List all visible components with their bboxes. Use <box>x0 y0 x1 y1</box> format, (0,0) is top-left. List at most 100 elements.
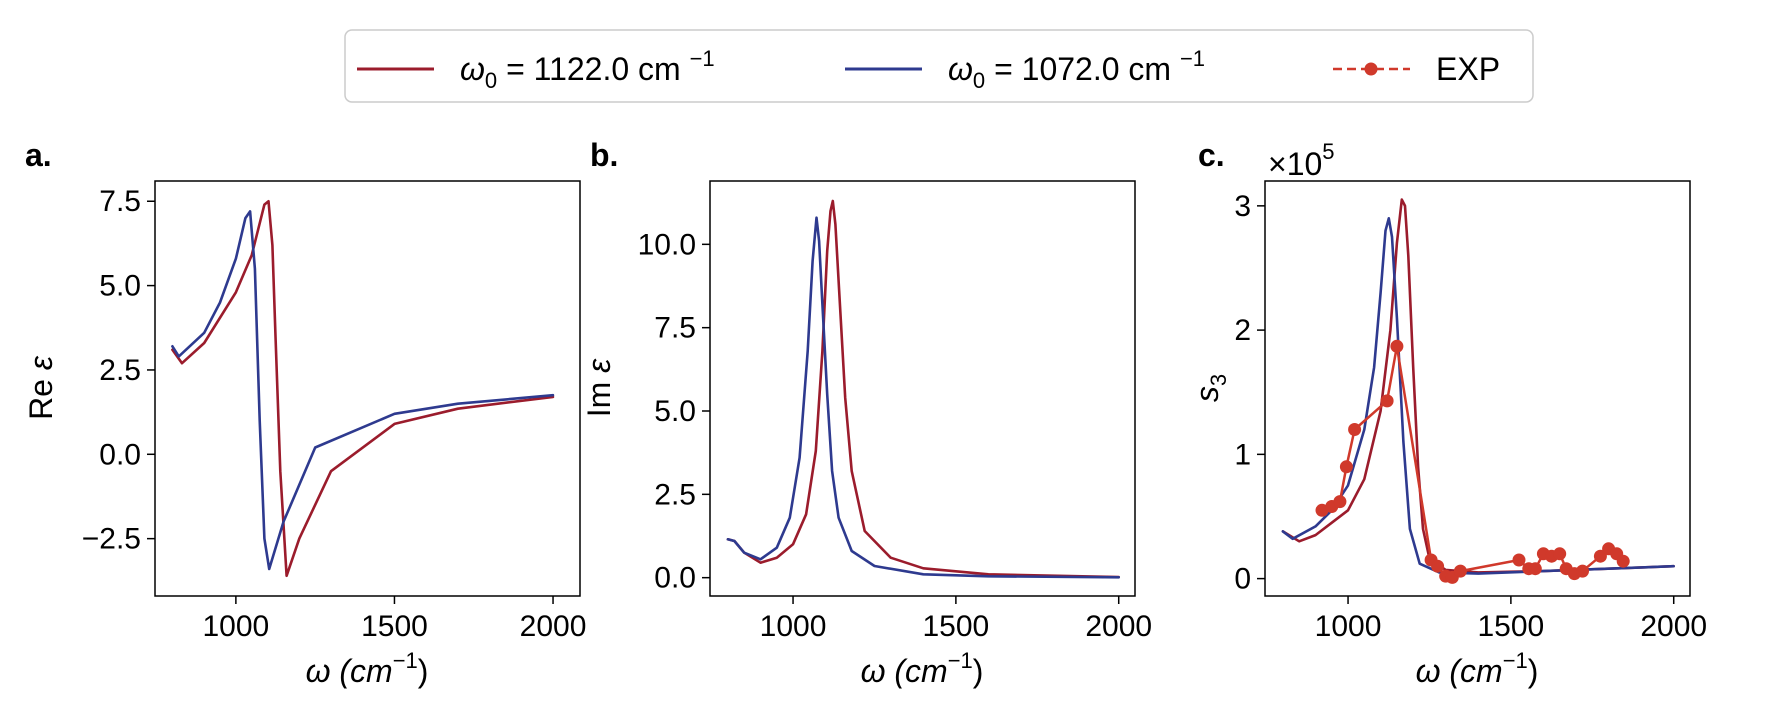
panel-a-ytick-label: −2.5 <box>82 523 141 556</box>
panel-c-offset-text: ×105 <box>1268 139 1335 182</box>
panel-a-ytick-label: 2.5 <box>99 354 141 387</box>
panel-b-ylabel: Im ε <box>581 358 617 417</box>
legend-swatch-exp-marker <box>1364 62 1378 76</box>
panel-a-lines <box>171 199 555 578</box>
panel-c-ylabel-main: s <box>1189 386 1225 402</box>
panel-c-exp-point <box>1528 562 1542 576</box>
legend-blue-sup: −1 <box>1180 46 1205 71</box>
panel-b-series-red-line <box>726 199 1120 579</box>
panel-a-yticks: 7.5 5.0 2.5 0.0 −2.5 <box>82 185 155 556</box>
panel-c-xticks: 1000 1500 2000 <box>1315 596 1707 643</box>
panel-c-xtick-label: 2000 <box>1640 610 1707 643</box>
panel-c-ytick-label: 0 <box>1234 563 1251 596</box>
panel-c-ylabel-sub: 3 <box>1206 374 1231 386</box>
panel-c-markers <box>1315 339 1630 584</box>
panel-c-exp-point <box>1431 559 1445 573</box>
panel-b-ytick-label: 7.5 <box>654 312 696 345</box>
legend-red-sub: 0 <box>485 68 497 93</box>
legend-red-prefix: ω <box>460 51 485 87</box>
panel-c-ytick-label: 1 <box>1234 438 1251 471</box>
panel-b-ytick-label: 10.0 <box>638 228 696 261</box>
panel-a-ylabel: Re ε <box>23 355 59 420</box>
panel-b-ylabel-sym: ε <box>581 358 617 373</box>
legend-label-exp: EXP <box>1436 51 1500 87</box>
panel-a-series-red-line <box>171 199 555 578</box>
panel-c-series-blue-line <box>1281 217 1675 575</box>
panel-c-xlabel: ω (cm−1) <box>1416 648 1539 689</box>
panel-b-series-blue-line <box>726 216 1120 579</box>
panel-b-yticks: 10.0 7.5 5.0 2.5 0.0 <box>638 228 710 595</box>
panel-b-xtick-label: 1000 <box>760 610 827 643</box>
panel-c-offset-main: ×10 <box>1268 146 1322 182</box>
panel-b-ytick-label: 0.0 <box>654 562 696 595</box>
panel-a-xticks: 1000 1500 2000 <box>203 596 587 643</box>
panel-a-frame <box>154 180 581 597</box>
panel-a-xtick-label: 1500 <box>361 610 428 643</box>
panel-c-exp-point <box>1553 547 1567 561</box>
panel-a-xtick-label: 2000 <box>520 610 587 643</box>
panel-b-xticks: 1000 1500 2000 <box>760 596 1152 643</box>
panel-c-frame <box>1264 180 1691 597</box>
panel-a-xlabel-main: ω (cm <box>306 653 393 689</box>
legend: ω0 = 1122.0 cm −1 ω0 = 1072.0 cm −1 EXP <box>344 29 1534 103</box>
panel-c-exp-point <box>1512 553 1526 567</box>
panel-b-ylabel-main: Im <box>581 373 617 417</box>
panel-c-xlabel-close: ) <box>1528 653 1539 689</box>
legend-label-red: ω0 = 1122.0 cm −1 <box>460 46 715 93</box>
legend-frame <box>344 29 1534 103</box>
panel-a-xlabel: ω (cm−1) <box>306 648 429 689</box>
panel-a-letter: a. <box>25 137 52 173</box>
legend-blue-sub: 0 <box>973 68 985 93</box>
legend-label-blue: ω0 = 1072.0 cm −1 <box>948 46 1205 93</box>
panel-c-ylabel: s3 <box>1189 374 1231 402</box>
panel-c-exp-point <box>1576 564 1589 578</box>
panel-a-ytick-label: 5.0 <box>99 270 141 303</box>
panel-a-xlabel-sup: −1 <box>393 648 418 673</box>
panel-a-ytick-label: 7.5 <box>99 185 141 218</box>
panel-c-xtick-label: 1500 <box>1478 610 1545 643</box>
panel-c-exp-point <box>1390 339 1404 353</box>
panel-b-xlabel-sup: −1 <box>948 648 973 673</box>
panel-a-xtick-label: 1000 <box>203 610 270 643</box>
legend-red-sup: −1 <box>690 46 715 71</box>
panel-b-letter: b. <box>590 137 618 173</box>
panel-b-xlabel-main: ω (cm <box>861 653 948 689</box>
panel-c-letter: c. <box>1198 137 1225 173</box>
legend-blue-text: = 1072.0 cm <box>985 51 1180 87</box>
panel-c-offset-sup: 5 <box>1322 139 1334 164</box>
panel-c-xlabel-main: ω (cm <box>1416 653 1503 689</box>
panel-b-lines <box>726 199 1120 579</box>
panel-c-ytick-label: 3 <box>1234 190 1251 223</box>
panel-c-xlabel-sup: −1 <box>1503 648 1528 673</box>
panel-b-frame <box>709 180 1136 597</box>
panel-c-exp-point <box>1315 503 1329 517</box>
panel-c-exp-point <box>1616 554 1630 568</box>
panel-b-ytick-label: 2.5 <box>654 478 696 511</box>
panel-a: a. 1000 1500 2000 7.5 5.0 2.5 0.0 −2.5 Re ε ω … <box>23 137 586 689</box>
panel-c-exp-point <box>1339 460 1353 474</box>
panel-b-xlabel: ω (cm−1) <box>861 648 984 689</box>
panel-b-xlabel-close: ) <box>973 653 984 689</box>
panel-b: b. 1000 1500 2000 10.0 7.5 5.0 2.5 0.0 Im ε ω … <box>581 137 1152 689</box>
panel-c-exp-point <box>1348 423 1362 436</box>
panel-c-xtick-label: 1000 <box>1315 610 1382 643</box>
panel-c-exp-point <box>1380 394 1394 408</box>
panel-a-ytick-label: 0.0 <box>99 438 141 471</box>
panel-c-lines <box>1281 198 1675 579</box>
panel-c-series-red-line <box>1281 198 1675 574</box>
panel-c-exp-point <box>1333 495 1347 509</box>
legend-blue-prefix: ω <box>948 51 973 87</box>
panel-a-xlabel-close: ) <box>418 653 429 689</box>
panel-b-ytick-label: 5.0 <box>654 395 696 428</box>
panel-b-xtick-label: 1500 <box>923 610 990 643</box>
legend-red-text: = 1122.0 cm <box>497 51 689 87</box>
panel-a-ylabel-main: Re <box>23 370 59 420</box>
panel-c-yticks: 3 2 1 0 <box>1234 190 1265 596</box>
panel-b-xtick-label: 2000 <box>1085 610 1152 643</box>
panel-a-series-blue-line <box>171 210 555 571</box>
panel-a-ylabel-sym: ε <box>23 355 59 370</box>
panel-c-exp-point <box>1453 564 1467 578</box>
panel-c-ytick-label: 2 <box>1234 314 1251 347</box>
